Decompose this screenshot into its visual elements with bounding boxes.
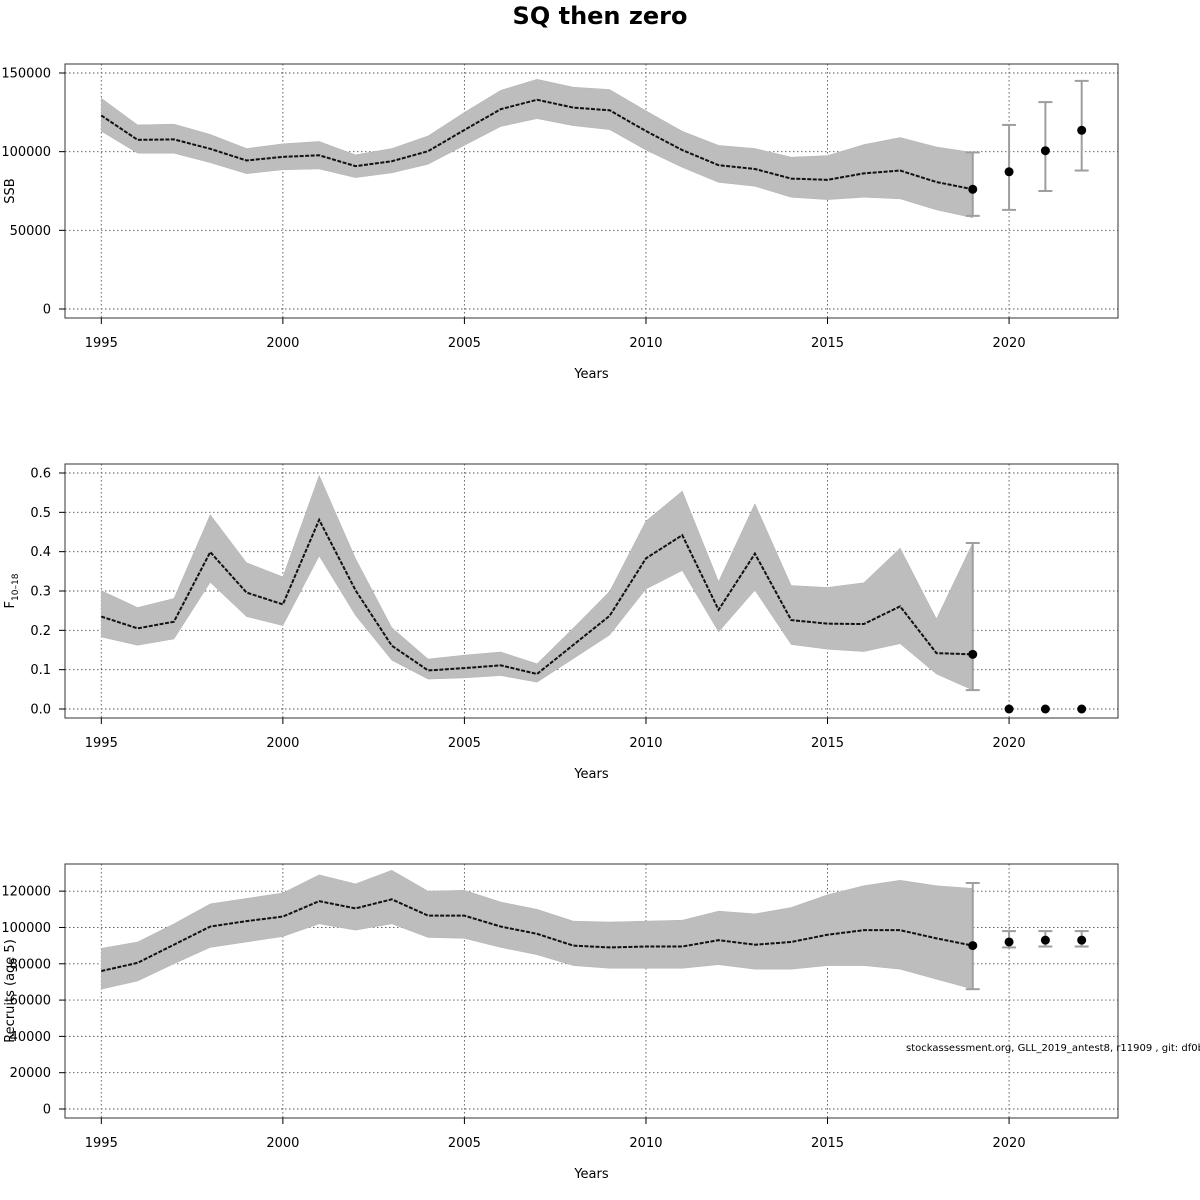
panel-1-x-axis-label: Years: [573, 367, 609, 382]
panel-2: 1995 2000 2005 2010 2015 2020 0.0 0.1 0.2 0.3 0.4 0…: [3, 463, 1119, 782]
panel-2-ytick-label-0.4: 0.4: [30, 545, 51, 560]
panel-2-point-2020: [1004, 704, 1014, 714]
panel-1-point-2020: [1004, 167, 1014, 177]
panel-3-xtick-label-2015: 2015: [811, 1136, 844, 1151]
panel-3-ytick-label-0: 0: [43, 1103, 51, 1118]
panel-3-point-2022: [1077, 935, 1087, 945]
panel-1-xtick-label-2015: 2015: [811, 336, 844, 351]
panel-2-ytick-label-0.5: 0.5: [30, 506, 51, 521]
panel-2-ytick-label-0.6: 0.6: [30, 467, 51, 482]
panel-3: 1995 2000 2005 2010 2015 2020 0 20000 40000 60000…: [1, 863, 1119, 1182]
panel-3-estimate-line: [101, 898, 973, 973]
panel-1-ytick-label-50000: 50000: [10, 224, 51, 239]
panel-2-x-axis-label: Years: [573, 767, 609, 782]
panel-1-y-axis-label: SSB: [3, 178, 18, 203]
panel-1-xtick-label-2000: 2000: [266, 336, 299, 351]
panel-1-confidence-band: [101, 79, 974, 219]
panel-3-ytick-label-120000: 120000: [1, 885, 51, 900]
panel-2-y-axis-label: F10–18: [3, 573, 21, 608]
panel-1-point-2021: [1040, 146, 1050, 156]
panel-1-estimate-line: [100, 98, 973, 191]
panel-3-ytick-label-80000: 80000: [10, 957, 51, 972]
panel-1-ytick-label-150000: 150000: [1, 67, 51, 82]
panel-3-xtick-label-2020: 2020: [993, 1136, 1026, 1151]
panel-1-xtick-label-2020: 2020: [993, 336, 1026, 351]
panel-1-frame: [64, 63, 1119, 319]
panel-2-ytick-label-0.3: 0.3: [30, 585, 51, 600]
panel-2-ytick-label-0.0: 0.0: [30, 703, 51, 718]
panel-3-point-2021: [1040, 935, 1050, 945]
panel-1-ytick-label-100000: 100000: [1, 145, 51, 160]
panel-1-point-2019: [968, 184, 978, 194]
panel-1-point-2022: [1077, 125, 1087, 135]
panel-2-xtick-label-2005: 2005: [448, 736, 481, 751]
panel-2-xtick-label-2015: 2015: [811, 736, 844, 751]
panel-2-point-2022: [1077, 704, 1087, 714]
panel-2-ytick-label-0.1: 0.1: [30, 663, 51, 678]
footnote: stockassessment.org, GLL_2019_antest8, r…: [906, 1043, 1200, 1054]
panel-2-xtick-label-1995: 1995: [85, 736, 118, 751]
panel-1-xtick-label-2010: 2010: [629, 336, 662, 351]
panel-1-xtick-label-1995: 1995: [85, 336, 118, 351]
panel-2-xtick-label-2010: 2010: [629, 736, 662, 751]
panel-2-confidence-band: [101, 474, 974, 691]
panel-2-point-2021: [1040, 704, 1050, 714]
panel-3-ytick-label-60000: 60000: [10, 994, 51, 1009]
panel-3-xtick-label-1995: 1995: [85, 1136, 118, 1151]
panel-1-xtick-label-2005: 2005: [448, 336, 481, 351]
panel-2-xtick-label-2020: 2020: [993, 736, 1026, 751]
panel-1-ytick-label-0: 0: [43, 303, 51, 318]
panel-3-ytick-label-40000: 40000: [10, 1030, 51, 1045]
panel-3-ytick-label-20000: 20000: [10, 1066, 51, 1081]
panel-3-xtick-label-2005: 2005: [448, 1136, 481, 1151]
panel-2-point-2019: [968, 649, 978, 659]
panel-3-y-axis-label: Recruits (age 5): [3, 939, 18, 1043]
panel-3-x-axis-label: Years: [573, 1167, 609, 1182]
panel-3-confidence-band: [101, 870, 974, 990]
panel-3-ytick-label-100000: 100000: [1, 921, 51, 936]
panel-3-xtick-label-2010: 2010: [629, 1136, 662, 1151]
panel-3-point-2020: [1004, 937, 1014, 947]
panel-3-point-2019: [968, 941, 978, 951]
panel-2-y-axis-label-subscript: 10–18: [11, 573, 21, 601]
panel-3-frame: [64, 863, 1119, 1119]
panel-2-xtick-label-2000: 2000: [266, 736, 299, 751]
panel-2-ytick-label-0.2: 0.2: [30, 624, 51, 639]
panel-1: 1995 2000 2005 2010 2015 2020 0 50000 100000 1500…: [1, 63, 1119, 382]
panels-root: 1995 2000 2005 2010 2015 2020 0 50000 100000 1500…: [1, 63, 1119, 1182]
panel-3-xtick-label-2000: 2000: [266, 1136, 299, 1151]
chart-title: SQ then zero: [513, 2, 688, 30]
